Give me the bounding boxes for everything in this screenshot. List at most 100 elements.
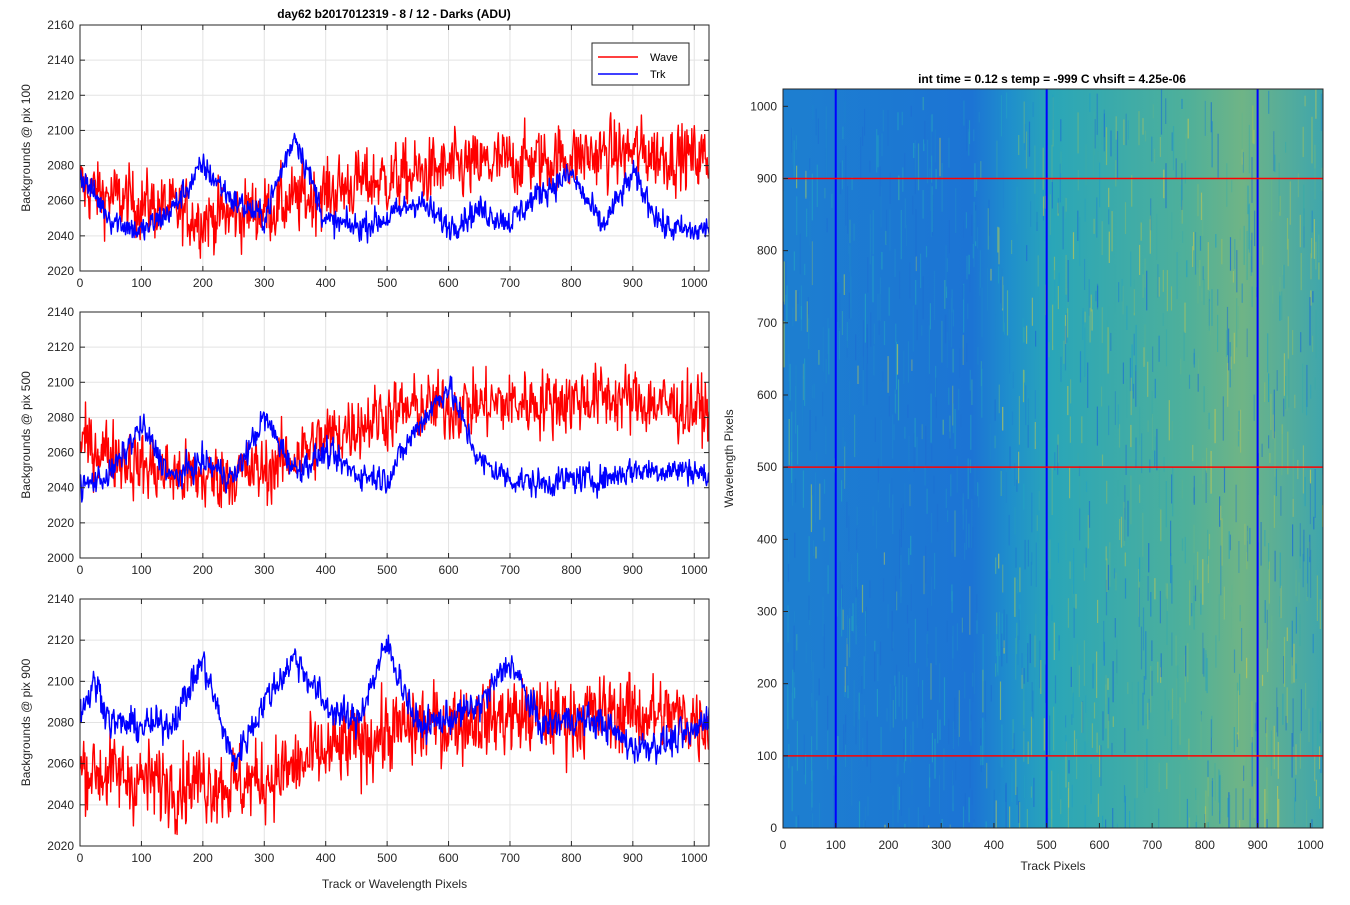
heatmap-streak [1208,298,1210,326]
heatmap-streak [1023,483,1025,510]
x-tick-label: 600 [439,563,459,577]
heatmap-streak [963,100,965,126]
heatmap-streak [827,728,829,770]
x-tick-label: 0 [77,276,84,290]
heatmap-streak [797,815,800,828]
heatmap-streak [1241,283,1243,303]
heatmap-streak [1177,725,1179,750]
heatmap-streak [1231,585,1233,603]
heatmap-streak [1037,255,1039,287]
heatmap-streak [1068,760,1070,774]
heatmap-streak [994,399,996,421]
heatmap-streak [976,594,978,621]
y-tick-label: 2020 [47,264,74,278]
heatmap-streak [1207,529,1209,565]
heatmap-streak [1146,270,1148,311]
x-tick-label: 900 [1248,838,1268,852]
heatmap-streak [1096,406,1098,446]
heatmap-streak [899,529,901,579]
heatmap-streak [1309,481,1311,525]
heatmap-streak [1122,362,1124,384]
heatmap-streak [1219,496,1221,527]
heatmap-streak [844,732,847,767]
heatmap-streak [1078,465,1081,477]
heatmap-streak [791,459,794,506]
heatmap-streak [875,510,878,549]
y-tick-label: 2060 [47,757,74,771]
heatmap-streak [1226,163,1228,207]
heatmap-streak [895,686,897,720]
heatmap-streak [1180,185,1183,207]
heatmap-streak [1292,524,1294,557]
heatmap-streak [1194,585,1197,602]
heatmap-streak [815,416,817,432]
heatmap-streak [805,641,807,663]
heatmap-streak [1197,267,1199,304]
heatmap-streak [1116,823,1118,828]
x-tick-label: 900 [623,563,643,577]
heatmap-streak [1200,593,1202,615]
heatmap-streak [1123,119,1125,145]
heatmap-streak [1165,582,1167,597]
heatmap-streak [973,819,975,828]
y-tick-label: 2080 [47,410,74,424]
heatmap-streak [997,226,999,253]
heatmap-streak [1220,505,1222,521]
heatmap-streak [952,784,954,804]
heatmap-streak [855,711,857,745]
heatmap-streak [799,292,801,317]
heatmap-streak [1170,719,1173,755]
heatmap-streak [809,158,811,171]
heatmap-streak [1111,211,1113,252]
heatmap-streak [1103,321,1105,370]
heatmap-streak [908,548,910,565]
heatmap-streak [990,268,992,281]
heatmap-streak [850,236,852,265]
heatmap-streak [1193,475,1195,505]
heatmap-streak [804,263,806,276]
heatmap-streak [1103,620,1105,661]
heatmap-streak [860,137,862,179]
heatmap-streak [970,414,972,450]
heatmap-streak [1181,163,1183,210]
heatmap-streak [984,680,986,722]
heatmap-streak [1291,620,1293,666]
heatmap-streak [1028,121,1031,157]
heatmap-streak [1207,760,1209,777]
heatmap-streak [819,483,821,520]
heatmap-streak [1093,702,1096,719]
heatmap-streak [1260,522,1262,566]
heatmap-streak [1150,198,1152,231]
heatmap-streak [1158,277,1160,297]
heatmap-streak [971,499,973,548]
heatmap-streak [867,257,869,293]
heatmap-streak [1089,93,1091,112]
heatmap-streak [1114,391,1116,425]
heatmap-streak [951,540,953,553]
heatmap-streak [846,615,848,645]
heatmap-streak [1067,308,1069,338]
heatmap-streak [924,466,926,486]
heatmap-streak [931,114,933,132]
heatmap-streak [1012,371,1014,389]
heatmap-streak [885,230,887,245]
heatmap-streak [793,251,795,271]
heatmap-streak [837,736,839,754]
heatmap-streak [1107,327,1109,374]
heatmap-streak [845,145,847,180]
x-tick-label: 100 [131,563,151,577]
heatmap-streak [1219,774,1221,813]
heatmap-streak [1005,782,1007,828]
heatmap-streak [1235,788,1237,828]
heatmap-streak [1205,470,1207,503]
heatmap-streak [968,523,970,548]
heatmap-streak [1268,561,1270,604]
heatmap-streak [819,803,821,828]
heatmap-streak [804,753,807,785]
heatmap-streak [1193,348,1195,368]
heatmap-streak [1062,206,1064,250]
heatmap-streak [795,816,797,828]
heatmap-streak [1249,527,1251,545]
heatmap-streak [1129,357,1131,392]
x-tick-label: 900 [623,851,643,865]
